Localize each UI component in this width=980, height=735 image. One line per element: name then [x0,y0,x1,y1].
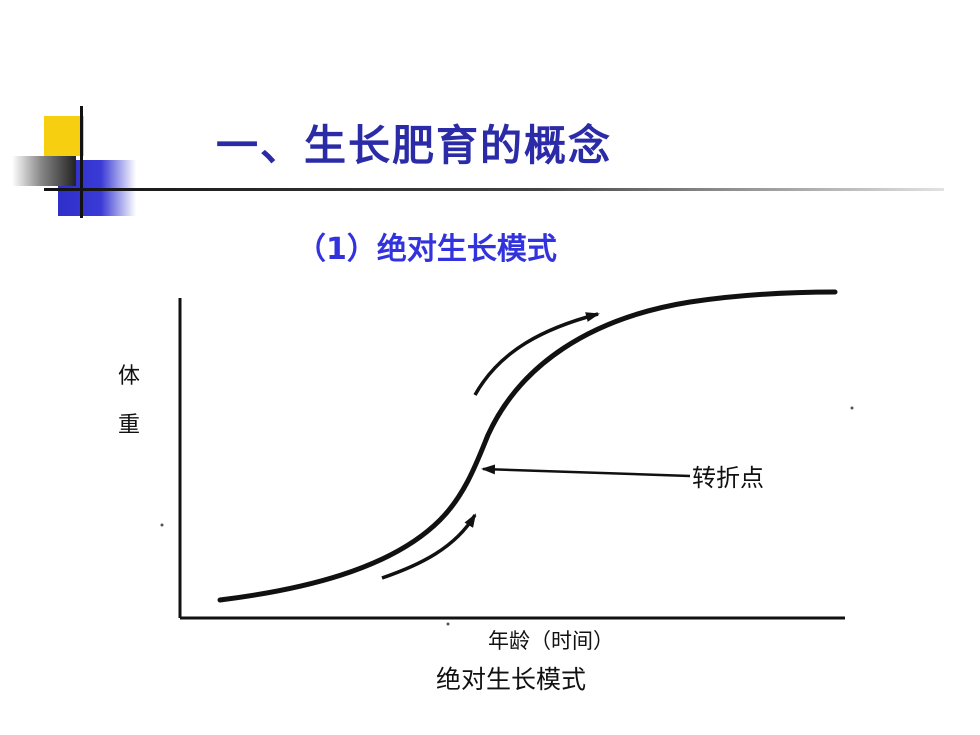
inflection-pointer [481,464,691,478]
title-underline [44,188,944,191]
y-axis-label-char-2: 重 [118,413,140,438]
decor-vertical-line [80,106,83,218]
slide-subtitle: （1）绝对生长模式 [296,232,557,267]
decor-yellow-square [44,116,84,156]
scan-dot [160,523,164,527]
inflection-label: 转折点 [692,464,764,492]
diagram-caption: 绝对生长模式 [436,665,587,694]
lower-arrow [381,513,477,580]
slide-title: 一、生长肥育的概念 [216,121,613,170]
y-axis-label-char-1: 体 [118,364,140,389]
scan-dot [446,622,450,626]
upper-arrow [473,312,600,396]
x-axis-label: 年龄（时间） [488,629,614,653]
growth-curve [217,289,838,603]
scan-dot [850,406,854,410]
decor-gray-bar [12,156,76,186]
